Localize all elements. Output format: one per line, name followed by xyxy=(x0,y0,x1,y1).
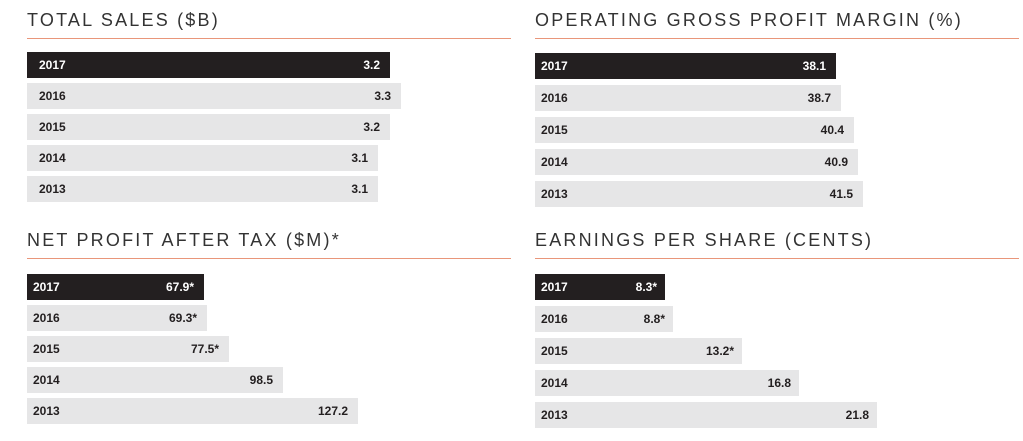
bar-value-label: 67.9* xyxy=(165,280,194,294)
bar-value-label: 3.1 xyxy=(351,182,368,196)
bar-category-label: 2017 xyxy=(33,280,60,294)
bar-category-label: 2013 xyxy=(541,187,568,201)
bar-category-label: 2015 xyxy=(541,344,568,358)
bar-category-label: 2014 xyxy=(541,376,568,390)
title-rule xyxy=(535,38,1019,39)
bar-value-label: 3.2 xyxy=(363,58,380,72)
bar-2016: 2016 8.8* xyxy=(535,306,673,332)
chart-title: EARNINGS PER SHARE (CENTS) xyxy=(535,230,874,250)
bar-2015: 2015 77.5* xyxy=(27,336,229,362)
bar-2014: 2014 3.1 xyxy=(27,145,378,171)
bar-category-label: 2015 xyxy=(33,342,60,356)
bar-2013: 2013 21.8 xyxy=(535,402,877,428)
bar-2013: 2013 41.5 xyxy=(535,181,863,207)
bar-value-label: 21.8 xyxy=(845,408,869,422)
bar-2017: 2017 3.2 xyxy=(27,52,390,78)
bar-2017: 2017 38.1 xyxy=(535,53,836,79)
bar-category-label: 2013 xyxy=(33,404,60,418)
bar-category-label: 2017 xyxy=(541,280,568,294)
chart-title: NET PROFIT AFTER TAX ($M)* xyxy=(27,230,341,250)
bar-2016: 2016 3.3 xyxy=(27,83,401,109)
bar-value-label: 8.3* xyxy=(635,280,657,294)
chart-title: TOTAL SALES ($B) xyxy=(27,10,220,30)
bar-category-label: 2014 xyxy=(39,151,66,165)
eps-panel: EARNINGS PER SHARE (CENTS) 2017 8.3* 2016 8… xyxy=(535,230,1019,435)
bar-2016: 2016 38.7 xyxy=(535,85,841,111)
bar-value-label: 127.2 xyxy=(317,404,348,418)
bar-value-label: 40.9 xyxy=(824,155,848,169)
bar-2016: 2016 69.3* xyxy=(27,305,207,331)
bar-value-label: 38.1 xyxy=(802,59,826,73)
bar-value-label: 69.3* xyxy=(168,311,197,325)
bar-value-label: 38.7 xyxy=(807,91,831,105)
bar-category-label: 2014 xyxy=(33,373,60,387)
bar-category-label: 2014 xyxy=(541,155,568,169)
gross-margin-panel: OPERATING GROSS PROFIT MARGIN (%) 2017 38… xyxy=(535,10,1019,210)
bar-category-label: 2016 xyxy=(39,89,66,103)
bar-value-label: 16.8 xyxy=(767,376,791,390)
bar-2017: 2017 67.9* xyxy=(27,274,204,300)
bar-value-label: 3.2 xyxy=(363,120,380,134)
bar-value-label: 41.5 xyxy=(829,187,853,201)
bar-category-label: 2016 xyxy=(541,312,568,326)
bar-value-label: 3.1 xyxy=(351,151,368,165)
title-rule xyxy=(27,258,511,259)
bar-2015: 2015 3.2 xyxy=(27,114,390,140)
bar-category-label: 2017 xyxy=(541,59,568,73)
bar-value-label: 8.8* xyxy=(643,312,665,326)
bar-category-label: 2016 xyxy=(541,91,568,105)
chart-title: OPERATING GROSS PROFIT MARGIN (%) xyxy=(535,10,963,30)
bar-category-label: 2016 xyxy=(33,311,60,325)
bar-category-label: 2017 xyxy=(39,58,66,72)
bar-value-label: 3.3 xyxy=(374,89,391,103)
bar-2013: 2013 127.2 xyxy=(27,398,358,424)
title-rule xyxy=(27,38,511,39)
bar-value-label: 13.2* xyxy=(705,344,734,358)
bar-2013: 2013 3.1 xyxy=(27,176,378,202)
bar-value-label: 98.5 xyxy=(249,373,273,387)
bar-2017: 2017 8.3* xyxy=(535,274,665,300)
bar-2014: 2014 16.8 xyxy=(535,370,799,396)
bar-value-label: 40.4 xyxy=(820,123,844,137)
bar-2014: 2014 98.5 xyxy=(27,367,283,393)
bar-2014: 2014 40.9 xyxy=(535,149,858,175)
net-profit-panel: NET PROFIT AFTER TAX ($M)* 2017 67.9* 2016… xyxy=(27,230,511,435)
bar-category-label: 2015 xyxy=(541,123,568,137)
bar-value-label: 77.5* xyxy=(190,342,219,356)
bar-category-label: 2013 xyxy=(39,182,66,196)
bar-2015: 2015 40.4 xyxy=(535,117,854,143)
bar-2015: 2015 13.2* xyxy=(535,338,742,364)
total-sales-panel: TOTAL SALES ($B) 2017 3.2 2016 3.3 2015 3.2 20… xyxy=(27,10,511,210)
title-rule xyxy=(535,258,1019,259)
bar-category-label: 2013 xyxy=(541,408,568,422)
bar-category-label: 2015 xyxy=(39,120,66,134)
